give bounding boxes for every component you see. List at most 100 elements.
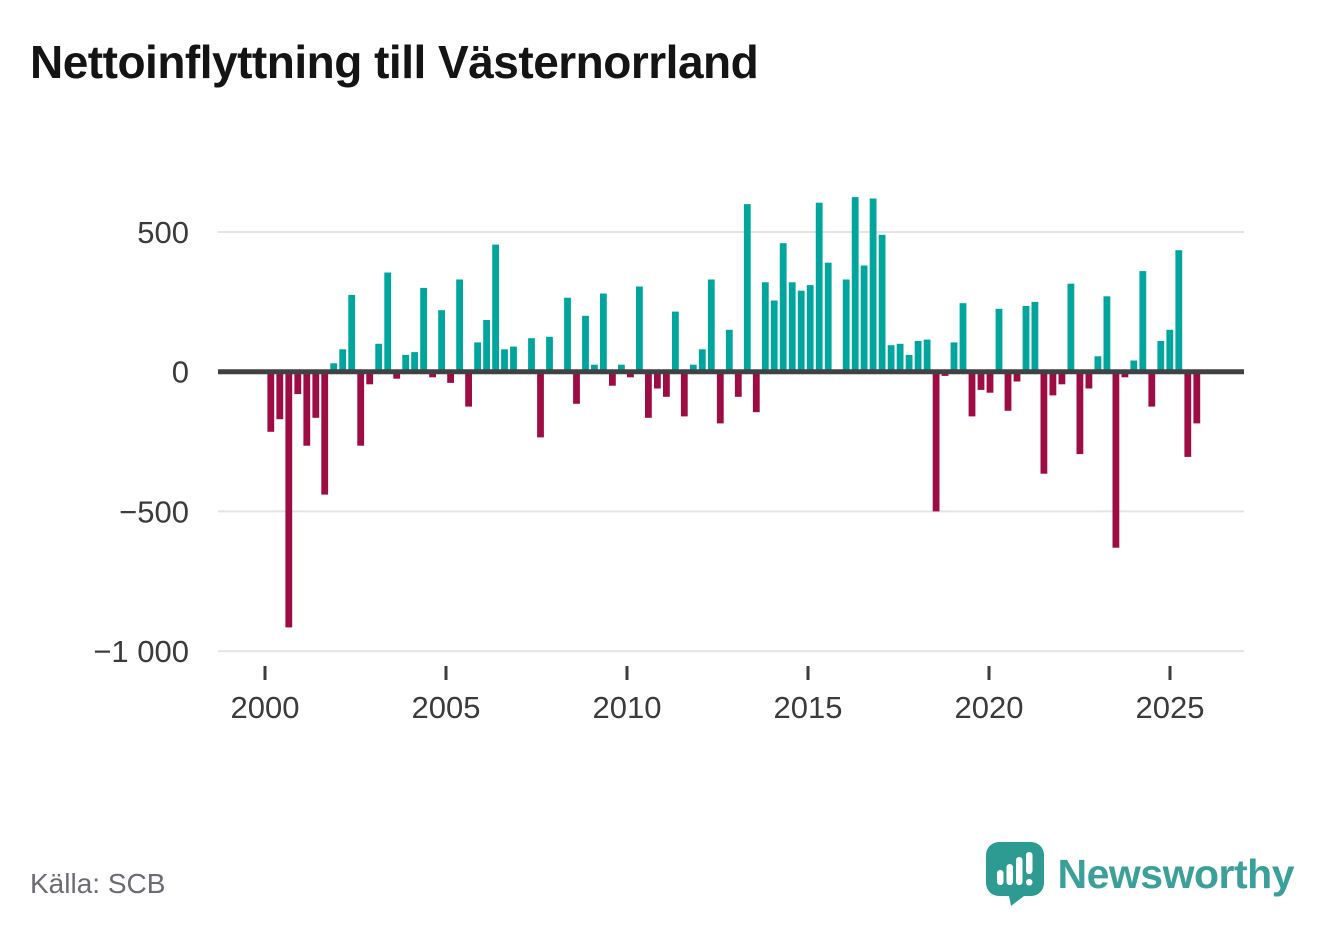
bar (285, 371, 293, 628)
bar (627, 371, 634, 378)
bar (1184, 371, 1192, 457)
bar (330, 363, 338, 372)
bar (456, 279, 463, 372)
x-axis-label: 2005 (412, 690, 481, 725)
bar (716, 371, 724, 424)
bar (725, 329, 733, 372)
bar (1139, 271, 1147, 372)
bar (1085, 371, 1093, 389)
bar (618, 364, 625, 372)
bar (303, 371, 311, 446)
bar (600, 293, 607, 372)
newsworthy-logo: Newsworthy (985, 842, 1295, 906)
bar (797, 290, 805, 372)
bar (366, 371, 374, 385)
bar (357, 371, 365, 446)
bar (1193, 371, 1201, 424)
bar (1148, 371, 1156, 407)
x-axis-label: 2020 (955, 690, 1024, 725)
bar (609, 371, 616, 386)
bar (1112, 371, 1120, 548)
y-axis-label: −1 000 (93, 634, 189, 669)
bar (348, 294, 356, 372)
bar (995, 308, 1003, 372)
bar (1103, 296, 1111, 372)
bar (977, 371, 985, 390)
bar (339, 349, 347, 372)
bar (770, 300, 778, 372)
bar (672, 311, 679, 372)
bar (276, 371, 284, 420)
bar (869, 198, 877, 372)
bar (923, 339, 931, 372)
bar (1031, 301, 1039, 372)
bar (914, 341, 922, 372)
x-axis-label: 2000 (231, 690, 300, 725)
y-axis-label: 0 (172, 355, 189, 390)
bar (654, 371, 661, 389)
bar (393, 371, 401, 379)
bar (447, 371, 454, 383)
bar (1013, 371, 1021, 382)
bar (429, 371, 436, 378)
bar (815, 202, 823, 372)
chart-title: Nettoinflyttning till Västernorrland (30, 36, 759, 88)
bar (510, 346, 517, 372)
bar (591, 364, 598, 372)
bar (1067, 283, 1075, 372)
bar (959, 303, 967, 372)
bar (788, 282, 796, 372)
x-axis-label: 2025 (1136, 690, 1205, 725)
bar (851, 197, 859, 372)
bar (645, 371, 652, 418)
bar (501, 349, 508, 372)
bar (878, 234, 886, 372)
bar (483, 320, 490, 372)
bar (1166, 329, 1174, 372)
bar (707, 279, 715, 372)
y-axis-label: −500 (119, 494, 189, 529)
bar (950, 342, 958, 372)
bar (321, 371, 329, 495)
bar (842, 279, 850, 372)
bar (761, 282, 769, 372)
bar (743, 204, 751, 372)
bar (905, 354, 913, 372)
bar (1130, 360, 1138, 372)
bar (267, 371, 275, 432)
source-label: Källa: SCB (30, 868, 166, 899)
bar (986, 371, 994, 393)
bar (1157, 341, 1165, 372)
bar (968, 371, 976, 417)
bar (465, 371, 472, 407)
bar (411, 352, 418, 372)
speech-bubble-bar-chart-icon (985, 842, 1044, 906)
bar (824, 262, 832, 372)
bar (636, 286, 643, 372)
bar (375, 343, 383, 372)
bar (573, 371, 580, 404)
bar (1022, 306, 1030, 372)
x-axis-label: 2015 (774, 690, 843, 725)
bar (402, 354, 410, 372)
bar (689, 364, 697, 372)
bar (887, 345, 895, 372)
bar (294, 371, 302, 395)
bar (860, 265, 868, 372)
brand-name: Newsworthy (1057, 851, 1295, 897)
bar (680, 371, 688, 417)
bar (932, 371, 940, 512)
bar (1076, 371, 1084, 455)
bar (1058, 371, 1066, 385)
bar (1094, 356, 1102, 372)
bar (492, 244, 499, 372)
bar (312, 371, 320, 418)
bar (564, 297, 571, 372)
bar (528, 338, 535, 372)
bar (537, 371, 544, 438)
bar (1121, 371, 1129, 378)
bar (698, 349, 706, 372)
x-axis-label: 2010 (593, 690, 662, 725)
